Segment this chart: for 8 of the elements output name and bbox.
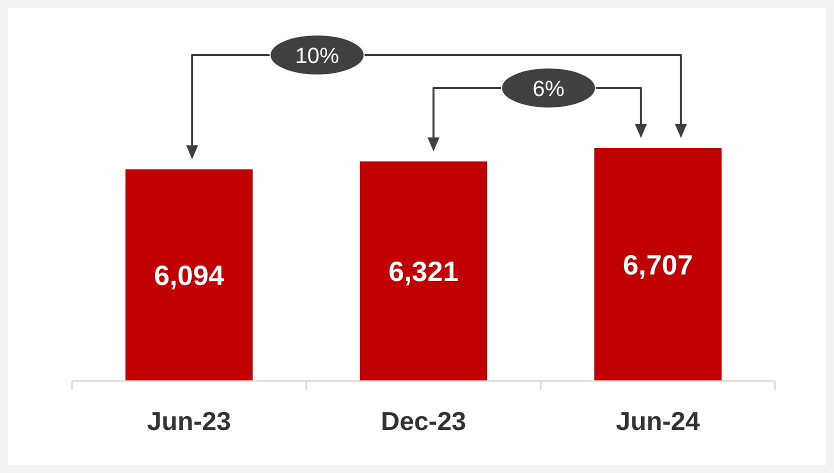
- text: 10%: [295, 43, 340, 68]
- text: 6%: [532, 76, 564, 101]
- data-label: 6,094: [154, 260, 225, 292]
- x-tick-label: Dec-23: [380, 406, 466, 436]
- x-tick-label: Jun-24: [616, 406, 700, 436]
- data-label: 6,321: [388, 256, 459, 288]
- x-tick-label: Jun-23: [147, 406, 231, 436]
- data-label: 6,707: [622, 250, 693, 280]
